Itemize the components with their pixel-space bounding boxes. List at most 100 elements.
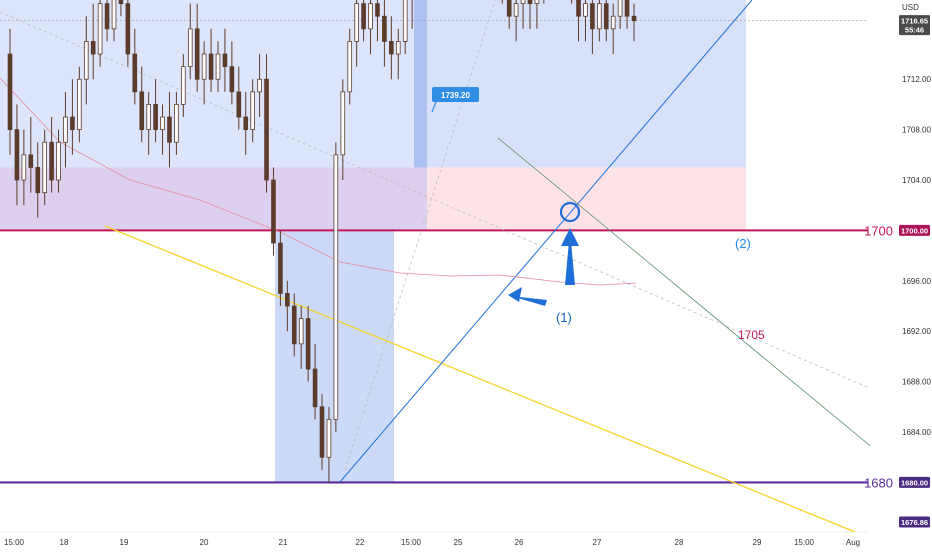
x-tick-label: 28 — [675, 538, 684, 547]
candle-15 — [111, 0, 117, 42]
candle-body — [90, 41, 96, 55]
candle-body — [56, 141, 61, 181]
candle-body — [111, 0, 117, 30]
candle-body — [167, 116, 172, 143]
candle-body — [187, 28, 193, 68]
high-callout-pointer — [431, 101, 437, 113]
candle-76 — [534, 0, 540, 29]
candle-body — [597, 3, 602, 30]
candle-37 — [264, 54, 269, 193]
candle-body — [534, 0, 540, 5]
grey-dashed-trendline — [0, 11, 898, 401]
x-tick-label: 21 — [279, 538, 288, 547]
candle-16 — [118, 0, 124, 17]
x-tick-label: 19 — [120, 538, 129, 547]
yellow-trendline — [104, 225, 856, 533]
high-callout-label: 1739.20 — [441, 91, 470, 100]
x-tick-label: 15:00 — [794, 538, 815, 547]
candle-90 — [631, 3, 637, 42]
candle-body — [139, 91, 145, 131]
candle-21 — [153, 79, 158, 143]
candle-13 — [97, 0, 103, 67]
price-tag-label: 1680.00 — [901, 478, 928, 487]
y-tick-label: 1704.00 — [902, 176, 931, 185]
candle-body — [236, 91, 242, 118]
candle-body — [42, 141, 47, 194]
green-trendline — [497, 137, 898, 469]
candle-body — [402, 0, 408, 42]
candle-32 — [229, 41, 235, 105]
candle-19 — [139, 66, 145, 143]
candle-body — [70, 116, 75, 131]
candle-body — [520, 0, 526, 5]
candle-8 — [63, 91, 68, 168]
candle-body — [326, 419, 332, 458]
candle-50 — [354, 0, 359, 67]
candle-body — [264, 78, 269, 181]
candle-body — [305, 318, 311, 370]
breakout-zone — [414, 0, 427, 168]
price-tag-5 — [899, 224, 930, 236]
x-tick-label: 29 — [753, 538, 762, 547]
candle-27 — [194, 3, 200, 92]
projection-zone — [414, 0, 746, 168]
annotation-2: (2) — [735, 236, 751, 251]
candle-84 — [590, 0, 595, 55]
candle-body — [83, 41, 89, 80]
time-axis: 15:00 18 19 20 21 22 15:00 25 26 27 28 29 15:00 Aug — [0, 531, 932, 550]
candle-body — [603, 3, 609, 30]
candle-48 — [340, 79, 346, 181]
candle-body — [375, 3, 380, 17]
candle-45 — [319, 394, 325, 470]
candle-body — [132, 53, 138, 93]
level-label-3: 1680 — [864, 475, 893, 490]
currency-label: USD — [902, 3, 919, 12]
left-arrow-head — [508, 287, 522, 302]
candle-body — [278, 242, 283, 294]
candles — [7, 0, 637, 483]
x-tick-label: 15:00 — [4, 538, 25, 547]
candle-40 — [285, 280, 290, 332]
candle-75 — [527, 0, 533, 29]
candle-26 — [187, 3, 193, 80]
candle-body — [617, 0, 623, 17]
price-tag-label: 1716.65 — [901, 17, 928, 26]
candle-body — [354, 3, 359, 42]
candle-body — [49, 141, 54, 181]
candle-17 — [125, 0, 131, 67]
candle-body — [201, 53, 207, 80]
y-tick-label: 1688.00 — [902, 378, 931, 387]
candle-body — [590, 3, 595, 30]
candle-34 — [243, 91, 249, 155]
level-label-2: 1700 — [864, 223, 893, 238]
y-tick-label: 1712.00 — [902, 75, 931, 84]
candle-24 — [174, 91, 179, 155]
candle-31 — [222, 28, 228, 92]
x-tick-label: 18 — [60, 538, 69, 547]
candle-body — [104, 3, 110, 30]
candle-33 — [236, 66, 242, 130]
candle-11 — [83, 16, 89, 105]
candle-body — [14, 129, 20, 181]
candle-20 — [146, 91, 151, 155]
candle-body — [340, 91, 346, 156]
candle-body — [319, 406, 325, 458]
candle-body — [21, 154, 27, 181]
candle-42 — [298, 306, 304, 370]
candle-body — [118, 0, 124, 5]
candle-body — [382, 15, 387, 42]
candle-body — [361, 3, 366, 30]
candle-29 — [208, 28, 214, 92]
candle-body — [215, 53, 221, 80]
up-arrow — [565, 230, 575, 285]
y-tick-label: 1684.00 — [902, 428, 931, 437]
candle-41 — [291, 293, 297, 357]
x-tick-label: 22 — [356, 538, 365, 547]
candle-body — [291, 305, 297, 345]
candle-body — [125, 3, 131, 55]
candle-body — [347, 41, 353, 93]
candle-49 — [347, 28, 353, 105]
candle-83 — [583, 0, 588, 42]
